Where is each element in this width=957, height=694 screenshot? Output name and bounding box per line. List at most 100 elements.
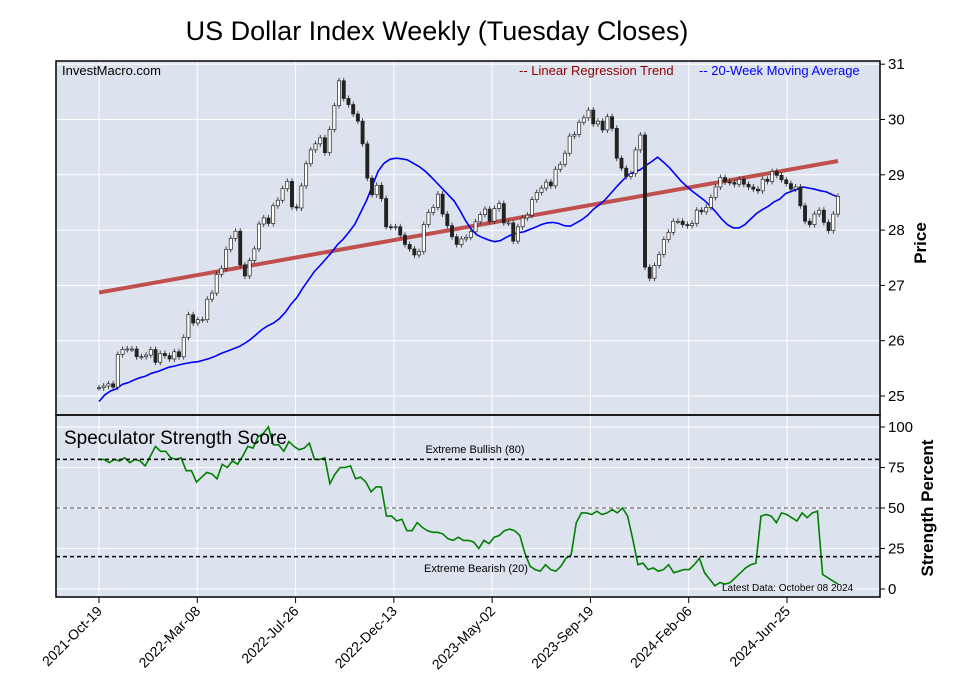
price-candle <box>826 222 831 232</box>
price-candle <box>106 383 111 387</box>
price-candle <box>351 104 356 115</box>
price-candle <box>572 134 577 137</box>
price-candle <box>139 356 144 359</box>
strength-axis-label: Strength Percent <box>918 439 937 576</box>
price-candle <box>699 209 704 213</box>
price-tick-label: 26 <box>888 333 905 350</box>
price-candle <box>158 353 163 363</box>
chart-title: US Dollar Index Weekly (Tuesday Closes) <box>186 16 689 46</box>
price-candle <box>191 314 196 324</box>
price-tick-label: 31 <box>888 56 905 73</box>
price-candle <box>388 226 393 229</box>
price-candle <box>379 184 384 199</box>
price-candle <box>506 222 511 225</box>
price-candle <box>798 186 803 207</box>
date-tick-label: 2022-Dec-13 <box>331 603 400 672</box>
price-candle <box>610 116 615 129</box>
price-candle <box>299 185 304 209</box>
price-candle <box>633 149 638 175</box>
price-candle <box>525 214 530 219</box>
price-candle <box>468 231 473 238</box>
price-candles <box>97 77 840 391</box>
price-candle <box>341 80 346 99</box>
price-candle <box>647 266 652 279</box>
price-candle <box>426 212 431 225</box>
price-tick-label: 29 <box>888 167 905 184</box>
date-tick-label: 2023-Sep-19 <box>528 603 597 672</box>
price-candle <box>417 251 422 256</box>
price-candle <box>219 267 224 275</box>
price-candle <box>247 260 252 277</box>
price-candle <box>261 217 266 225</box>
date-tick-label: 2021-Oct-19 <box>39 603 105 669</box>
price-candle <box>435 193 440 208</box>
price-candle <box>431 207 436 213</box>
price-candle <box>313 143 318 151</box>
strength-grid <box>56 415 880 597</box>
price-candle <box>238 230 243 266</box>
date-tick-label: 2022-Mar-08 <box>135 603 203 671</box>
price-candle <box>290 181 294 208</box>
price-candle <box>200 319 205 322</box>
price-candle <box>370 177 374 196</box>
price-candle <box>440 193 445 215</box>
strength-panel-background <box>56 415 880 597</box>
price-candle <box>544 181 549 189</box>
price-candle <box>454 236 459 245</box>
strength-tick-label: 100 <box>888 419 913 436</box>
price-candle <box>657 254 662 266</box>
price-candle <box>520 217 525 228</box>
price-candle <box>233 230 238 239</box>
strength-tick-label: 25 <box>888 541 905 558</box>
strength-score-line <box>99 425 839 587</box>
price-candle <box>308 149 313 165</box>
price-candle <box>111 383 116 388</box>
strength-tick-label: 0 <box>888 581 896 598</box>
price-candle <box>487 208 492 222</box>
price-candle <box>407 244 412 250</box>
price-tick-label: 30 <box>888 112 905 129</box>
price-candle <box>214 273 219 294</box>
price-candle <box>685 224 690 227</box>
price-candle <box>770 171 775 182</box>
price-candle <box>690 223 695 227</box>
price-candle <box>619 157 624 169</box>
price-candle <box>134 348 139 358</box>
price-candle <box>322 137 327 154</box>
price-candle <box>708 197 713 208</box>
price-candle <box>266 217 271 224</box>
price-candle <box>586 109 591 119</box>
price-candle <box>638 134 643 151</box>
price-candle <box>812 213 817 225</box>
price-candle <box>445 213 450 227</box>
price-candle <box>492 208 497 222</box>
price-candle <box>148 349 153 356</box>
price-candle <box>817 209 822 215</box>
price-candle <box>162 353 167 356</box>
price-candle <box>628 173 633 177</box>
price-candle <box>591 109 596 125</box>
price-candle <box>294 206 299 209</box>
bullish-label: Extreme Bullish (80) <box>425 444 524 456</box>
price-candle <box>704 207 709 213</box>
price-candle <box>224 249 229 269</box>
strength-series <box>99 425 839 587</box>
price-candle <box>553 168 558 187</box>
price-candle <box>332 105 337 130</box>
price-candle <box>534 192 539 201</box>
price-candle <box>676 220 680 223</box>
price-tick-label: 28 <box>888 222 905 239</box>
price-candle <box>172 351 177 360</box>
price-candle <box>384 198 389 228</box>
price-candle <box>741 178 746 185</box>
price-candle <box>807 220 812 225</box>
legend-moving-average: -- 20-Week Moving Average <box>699 63 860 78</box>
price-candle <box>177 351 181 358</box>
price-tick-label: 25 <box>888 388 905 405</box>
price-candle <box>548 181 553 187</box>
price-candle <box>355 113 360 122</box>
price-candle <box>186 314 191 338</box>
price-candle <box>195 319 200 324</box>
price-candle <box>774 171 779 176</box>
